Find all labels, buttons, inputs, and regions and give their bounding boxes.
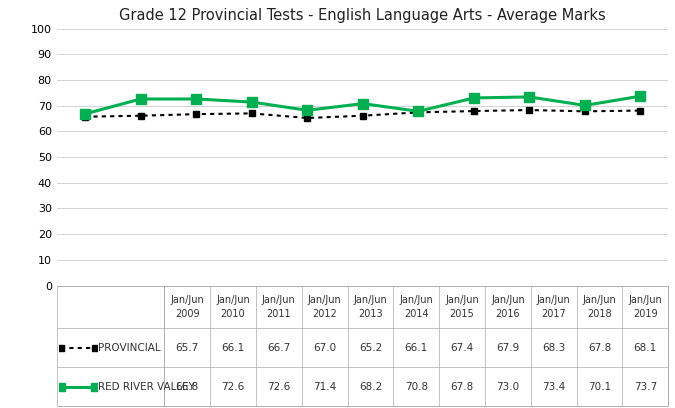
Text: 66.8: 66.8	[176, 381, 199, 392]
Text: RED RIVER VALLEY: RED RIVER VALLEY	[98, 381, 195, 392]
Text: 2019: 2019	[633, 309, 657, 319]
Text: 2014: 2014	[404, 309, 429, 319]
Text: 67.4: 67.4	[450, 343, 474, 353]
Text: Jan/Jun: Jan/Jun	[216, 295, 250, 305]
Text: 68.2: 68.2	[359, 381, 382, 392]
Text: 66.1: 66.1	[404, 343, 428, 353]
Text: 67.8: 67.8	[450, 381, 474, 392]
Text: 2010: 2010	[221, 309, 245, 319]
Text: Jan/Jun: Jan/Jun	[262, 295, 296, 305]
Text: 2012: 2012	[313, 309, 337, 319]
Text: PROVINCIAL: PROVINCIAL	[98, 343, 161, 353]
Text: 2015: 2015	[450, 309, 475, 319]
Text: 2016: 2016	[495, 309, 520, 319]
Text: 72.6: 72.6	[221, 381, 244, 392]
Text: 73.0: 73.0	[496, 381, 520, 392]
Text: Jan/Jun: Jan/Jun	[354, 295, 387, 305]
Text: 66.1: 66.1	[221, 343, 244, 353]
Text: Jan/Jun: Jan/Jun	[446, 295, 479, 305]
Text: 65.2: 65.2	[359, 343, 382, 353]
Text: Jan/Jun: Jan/Jun	[491, 295, 524, 305]
Text: Jan/Jun: Jan/Jun	[537, 295, 570, 305]
Text: 68.1: 68.1	[634, 343, 657, 353]
Text: 72.6: 72.6	[267, 381, 290, 392]
Text: Jan/Jun: Jan/Jun	[170, 295, 204, 305]
Text: 70.1: 70.1	[588, 381, 611, 392]
Text: 73.4: 73.4	[542, 381, 566, 392]
Text: 70.8: 70.8	[405, 381, 428, 392]
Text: Jan/Jun: Jan/Jun	[628, 295, 662, 305]
Text: Jan/Jun: Jan/Jun	[400, 295, 433, 305]
Text: 68.3: 68.3	[542, 343, 566, 353]
Text: 2013: 2013	[358, 309, 383, 319]
Text: 2009: 2009	[175, 309, 200, 319]
Text: 71.4: 71.4	[313, 381, 336, 392]
Text: 67.0: 67.0	[313, 343, 336, 353]
Text: Jan/Jun: Jan/Jun	[583, 295, 616, 305]
Text: 2011: 2011	[267, 309, 291, 319]
Text: 73.7: 73.7	[634, 381, 657, 392]
Text: 2018: 2018	[587, 309, 612, 319]
Text: 67.8: 67.8	[588, 343, 611, 353]
Text: 66.7: 66.7	[267, 343, 290, 353]
Text: Jan/Jun: Jan/Jun	[308, 295, 342, 305]
Text: 65.7: 65.7	[176, 343, 199, 353]
Text: 67.9: 67.9	[496, 343, 520, 353]
Title: Grade 12 Provincial Tests - English Language Arts - Average Marks: Grade 12 Provincial Tests - English Lang…	[119, 8, 606, 23]
Text: 2017: 2017	[541, 309, 566, 319]
